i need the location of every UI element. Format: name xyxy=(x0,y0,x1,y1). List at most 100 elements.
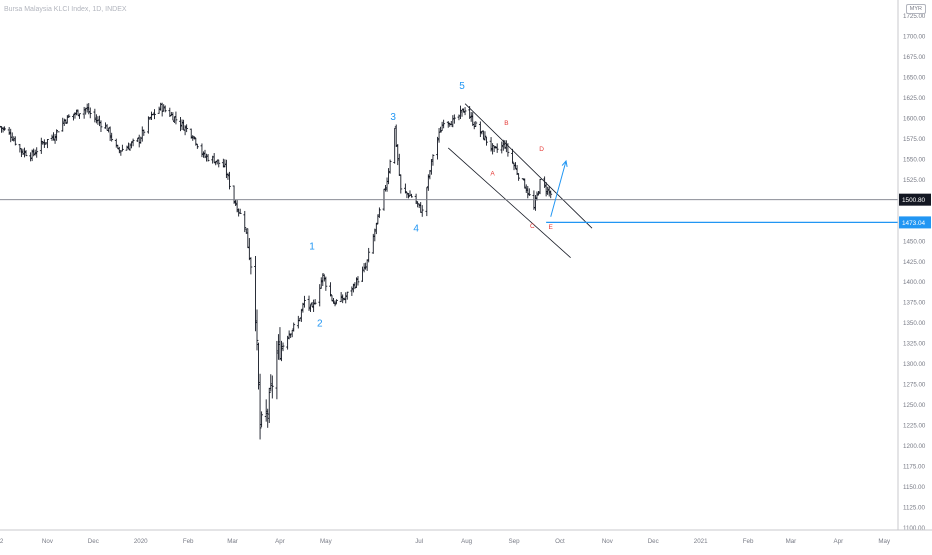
ohlc-bar[interactable] xyxy=(277,334,280,360)
ohlc-bar[interactable] xyxy=(228,171,231,190)
ohlc-bar[interactable] xyxy=(512,162,516,171)
ohlc-bar[interactable] xyxy=(9,128,13,143)
ohlc-bar[interactable] xyxy=(179,116,182,132)
ohlc-bar[interactable] xyxy=(431,154,435,166)
wave-label[interactable]: 5 xyxy=(459,81,465,92)
ohlc-bar[interactable] xyxy=(396,144,400,166)
ohlc-bar[interactable] xyxy=(191,135,195,141)
ohlc-bar[interactable] xyxy=(397,153,401,176)
ohlc-bar[interactable] xyxy=(232,185,236,204)
ohlc-bar[interactable] xyxy=(410,193,413,198)
ohlc-bar[interactable] xyxy=(120,144,124,152)
ohlc-bar[interactable] xyxy=(485,136,488,146)
ohlc-bar[interactable] xyxy=(364,262,368,270)
ohlc-bar[interactable] xyxy=(99,120,103,132)
ohlc-bar[interactable] xyxy=(385,177,389,192)
wave-label[interactable]: 2 xyxy=(317,318,323,329)
ohlc-bar[interactable] xyxy=(264,399,268,422)
ohlc-bar[interactable] xyxy=(117,146,121,154)
ohlc-bar[interactable] xyxy=(200,143,204,158)
ohlc-bar[interactable] xyxy=(140,126,144,142)
ohlc-bar[interactable] xyxy=(3,126,6,131)
ohlc-bar[interactable] xyxy=(269,374,273,392)
ohlc-bar[interactable] xyxy=(472,121,476,130)
ohlc-bar[interactable] xyxy=(474,121,478,127)
channel-upper-line[interactable] xyxy=(464,103,593,229)
ohlc-bar[interactable] xyxy=(511,148,514,164)
ohlc-bar[interactable] xyxy=(451,115,455,128)
ohlc-bar[interactable] xyxy=(157,106,161,114)
ohlc-bar[interactable] xyxy=(296,315,300,329)
ohlc-bar[interactable] xyxy=(24,150,28,157)
ohlc-bar[interactable] xyxy=(292,322,296,332)
ohlc-bar[interactable] xyxy=(471,112,475,126)
ohlc-bar[interactable] xyxy=(18,143,22,153)
ohlc-bar[interactable] xyxy=(46,139,49,149)
ohlc-bar[interactable] xyxy=(105,124,109,131)
ohlc-bar[interactable] xyxy=(275,340,279,400)
ohlc-bar[interactable] xyxy=(365,259,369,271)
ohlc-bar[interactable] xyxy=(303,295,306,308)
ohlc-bar[interactable] xyxy=(527,188,531,196)
ohlc-bar[interactable] xyxy=(205,153,208,162)
correction-label[interactable]: D xyxy=(539,146,544,153)
ohlc-bar[interactable] xyxy=(35,147,39,158)
ohlc-bar[interactable] xyxy=(278,327,282,361)
ohlc-bar[interactable] xyxy=(260,411,263,428)
ohlc-bar[interactable] xyxy=(185,124,189,133)
ohlc-bar[interactable] xyxy=(150,111,153,120)
ohlc-bar[interactable] xyxy=(125,145,129,151)
ohlc-bar[interactable] xyxy=(217,159,221,168)
ohlc-bar[interactable] xyxy=(174,111,178,125)
ohlc-bar[interactable] xyxy=(130,141,133,149)
ohlc-bar[interactable] xyxy=(374,222,378,235)
ohlc-bar[interactable] xyxy=(254,255,257,332)
ohlc-bar[interactable] xyxy=(355,277,358,288)
ohlc-bar[interactable] xyxy=(235,200,239,213)
ohlc-bar[interactable] xyxy=(128,143,132,151)
ohlc-bar[interactable] xyxy=(361,266,364,282)
ohlc-bar[interactable] xyxy=(182,119,185,131)
ohlc-bar[interactable] xyxy=(440,121,444,132)
correction-label[interactable]: E xyxy=(549,224,554,231)
ohlc-bar[interactable] xyxy=(367,247,371,263)
ohlc-bar[interactable] xyxy=(446,121,450,128)
ohlc-bar[interactable] xyxy=(419,202,423,213)
ohlc-bar[interactable] xyxy=(238,208,242,214)
wave-label[interactable]: 4 xyxy=(413,223,419,234)
ohlc-bar[interactable] xyxy=(549,190,553,199)
ohlc-bar[interactable] xyxy=(108,126,112,141)
ohlc-bar[interactable] xyxy=(309,304,312,312)
ohlc-bar[interactable] xyxy=(85,103,89,113)
ohlc-bar[interactable] xyxy=(356,276,360,286)
ohlc-bar[interactable] xyxy=(246,228,250,249)
ohlc-bar[interactable] xyxy=(416,201,420,208)
ohlc-bar[interactable] xyxy=(405,191,409,199)
ohlc-bar[interactable] xyxy=(88,107,92,119)
ohlc-bar[interactable] xyxy=(345,291,349,300)
ohlc-bar[interactable] xyxy=(42,139,46,148)
ohlc-bar[interactable] xyxy=(495,143,499,153)
ohlc-bar[interactable] xyxy=(318,284,322,307)
ohlc-bar[interactable] xyxy=(333,300,337,307)
ohlc-bar[interactable] xyxy=(408,190,412,196)
ohlc-bar[interactable] xyxy=(436,136,439,160)
ohlc-bar[interactable] xyxy=(286,335,290,350)
ohlc-bar[interactable] xyxy=(388,159,392,174)
projection-arrow-line[interactable] xyxy=(550,160,567,217)
ohlc-bar[interactable] xyxy=(146,116,150,134)
ohlc-bar[interactable] xyxy=(428,169,432,180)
ohlc-bar[interactable] xyxy=(258,373,262,440)
ohlc-bar[interactable] xyxy=(384,185,387,192)
ohlc-bar[interactable] xyxy=(20,148,23,158)
ohlc-bar[interactable] xyxy=(534,195,537,211)
ohlc-bar[interactable] xyxy=(535,191,539,201)
ohlc-bar[interactable] xyxy=(67,114,71,118)
ohlc-bar[interactable] xyxy=(538,178,542,195)
ohlc-bar[interactable] xyxy=(206,154,210,162)
ohlc-bar[interactable] xyxy=(299,309,303,322)
ohlc-bar[interactable] xyxy=(255,309,259,351)
ohlc-bar[interactable] xyxy=(344,292,348,304)
ohlc-bar[interactable] xyxy=(237,208,241,217)
